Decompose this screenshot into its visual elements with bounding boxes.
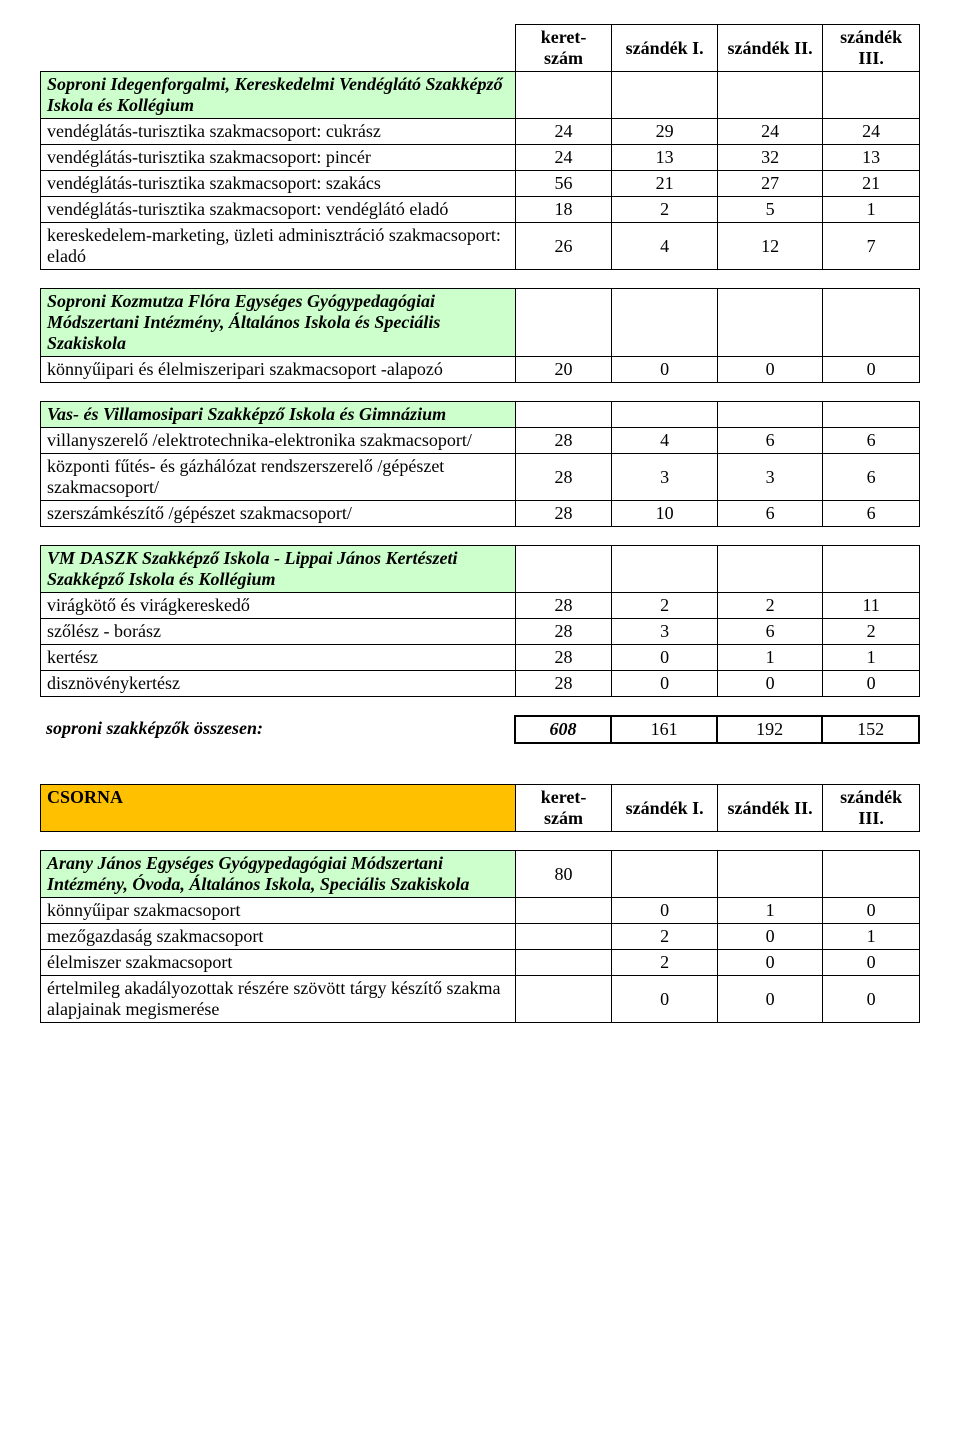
summary-row: soproni szakképzők összesen: 608 161 192… <box>40 716 919 743</box>
table-kozmutza-flora: Soproni Kozmutza Flóra Egységes Gyógyped… <box>40 288 920 383</box>
col-sz1: szándék I. <box>612 785 717 832</box>
col-keret: keret-szám <box>515 785 612 832</box>
csorna-row: CSORNA keret-szám szándék I. szándék II.… <box>41 785 920 832</box>
row-label: könnyűipari és élelmiszeripari szakmacso… <box>41 357 516 383</box>
school-name: VM DASZK Szakképző Iskola - Lippai János… <box>41 546 516 593</box>
cell: 24 <box>515 119 612 145</box>
table-row: szerszámkészítő /gépészet szakmacsoport/… <box>41 501 920 527</box>
col-sz2: szándék II. <box>717 25 822 72</box>
table-row: virágkötő és virágkereskedő 28 2 2 11 <box>41 593 920 619</box>
table-row: vendéglátás-turisztika szakmacsoport: pi… <box>41 145 920 171</box>
table-row: könnyűipar szakmacsoport 0 1 0 <box>41 898 920 924</box>
cell: 24 <box>717 119 822 145</box>
csorna-label: CSORNA <box>41 785 516 832</box>
row-label: kereskedelem-marketing, üzleti adminiszt… <box>41 223 516 270</box>
col-sz2: szándék II. <box>717 785 822 832</box>
col-sz3: szándék III. <box>823 785 920 832</box>
school-row: Soproni Kozmutza Flóra Egységes Gyógyped… <box>41 289 920 357</box>
keret-cell: 80 <box>515 851 612 898</box>
cell: 29 <box>612 119 717 145</box>
summary-label: soproni szakképzők összesen: <box>40 716 515 743</box>
col-sz1: szándék I. <box>612 25 717 72</box>
summary-cell: 192 <box>717 716 822 743</box>
row-label: vendéglátás-turisztika szakmacsoport: sz… <box>41 171 516 197</box>
table-row: szőlész - borász 28 3 6 2 <box>41 619 920 645</box>
row-label: központi fűtés- és gázhálózat rendszersz… <box>41 454 516 501</box>
table-row: mezőgazdaság szakmacsoport 2 0 1 <box>41 924 920 950</box>
row-label: villanyszerelő /elektrotechnika-elektron… <box>41 428 516 454</box>
school-name: Soproni Kozmutza Flóra Egységes Gyógyped… <box>41 289 516 357</box>
col-sz3: szándék III. <box>823 25 920 72</box>
cell: 24 <box>823 119 920 145</box>
table-row: vendéglátás-turisztika szakmacsoport: sz… <box>41 171 920 197</box>
table-row: élelmiszer szakmacsoport 2 0 0 <box>41 950 920 976</box>
school-row: Vas- és Villamosipari Szakképző Iskola é… <box>41 402 920 428</box>
summary-cell: 161 <box>611 716 716 743</box>
table-vm-daszk: VM DASZK Szakképző Iskola - Lippai János… <box>40 545 920 697</box>
table-soproni-idegenforgalmi: keret-szám szándék I. szándék II. szándé… <box>40 24 920 270</box>
table-vas-villamos: Vas- és Villamosipari Szakképző Iskola é… <box>40 401 920 527</box>
school-name: Soproni Idegenforgalmi, Kereskedelmi Ven… <box>41 72 516 119</box>
school-row: Soproni Idegenforgalmi, Kereskedelmi Ven… <box>41 72 920 119</box>
school-name: Arany János Egységes Gyógypedagógiai Mód… <box>41 851 516 898</box>
row-label: vendéglátás-turisztika szakmacsoport: ve… <box>41 197 516 223</box>
table-csorna-header: CSORNA keret-szám szándék I. szándék II.… <box>40 784 920 832</box>
table-row: kereskedelem-marketing, üzleti adminiszt… <box>41 223 920 270</box>
table-arany-janos: Arany János Egységes Gyógypedagógiai Mód… <box>40 850 920 1023</box>
summary-cell: 152 <box>822 716 919 743</box>
table-row: vendéglátás-turisztika szakmacsoport: ve… <box>41 197 920 223</box>
table-row: disznövénykertész 28 0 0 0 <box>41 671 920 697</box>
school-row: Arany János Egységes Gyógypedagógiai Mód… <box>41 851 920 898</box>
table-row: villanyszerelő /elektrotechnika-elektron… <box>41 428 920 454</box>
table-row: értelmileg akadályozottak részére szövöt… <box>41 976 920 1023</box>
row-label: vendéglátás-turisztika szakmacsoport: cu… <box>41 119 516 145</box>
table-row: könnyűipari és élelmiszeripari szakmacso… <box>41 357 920 383</box>
row-label: szerszámkészítő /gépészet szakmacsoport/ <box>41 501 516 527</box>
table-summary: soproni szakképzők összesen: 608 161 192… <box>40 715 920 744</box>
table-row: központi fűtés- és gázhálózat rendszersz… <box>41 454 920 501</box>
table-row: vendéglátás-turisztika szakmacsoport: cu… <box>41 119 920 145</box>
table-row: kertész 28 0 1 1 <box>41 645 920 671</box>
col-keret: keret-szám <box>515 25 612 72</box>
summary-cell: 608 <box>515 716 612 743</box>
school-name: Vas- és Villamosipari Szakképző Iskola é… <box>41 402 516 428</box>
row-label: vendéglátás-turisztika szakmacsoport: pi… <box>41 145 516 171</box>
header-row: keret-szám szándék I. szándék II. szándé… <box>41 25 920 72</box>
school-row: VM DASZK Szakképző Iskola - Lippai János… <box>41 546 920 593</box>
